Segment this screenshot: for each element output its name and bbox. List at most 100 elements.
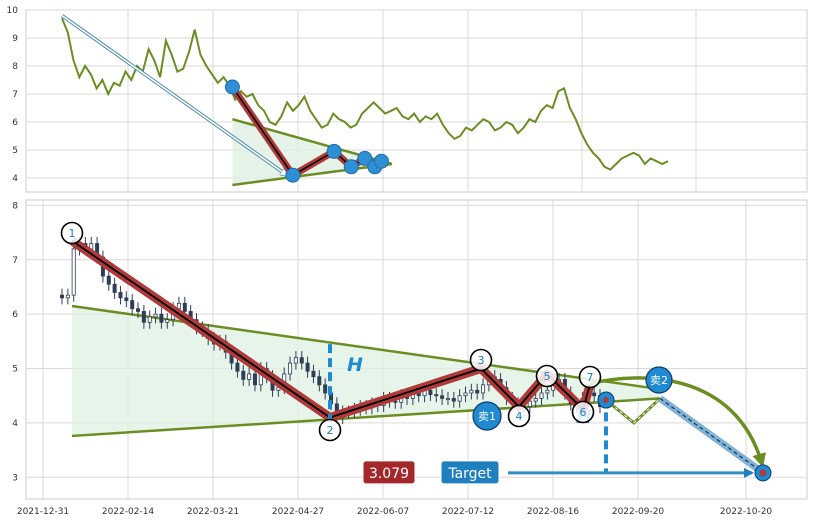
candle-body [247,373,252,380]
overview-frame [25,9,808,193]
projection-curve-arrow [589,376,766,468]
candle-body [159,313,164,323]
overview-y-tick-label: 4 [12,174,18,184]
candle-body [235,362,240,372]
detail-y-tick-label: 7 [12,256,18,266]
candle-body [136,308,141,312]
overview-pivot-dot [373,153,389,169]
candle-body [428,389,433,396]
sell-signal-label: 卖1 [478,410,496,423]
candle-body [545,389,550,394]
candle-body [153,313,158,318]
candle-body [106,275,111,285]
detail-x-tick-label: 2022-03-21 [187,507,239,517]
pivot-number: 4 [516,410,523,423]
pivot-circle [60,221,84,245]
target-end-dot-core [759,469,767,477]
detail-x-tick-label: 2022-06-07 [357,507,409,517]
overview-arrow [61,14,289,177]
detail-y-ticks: 3 4 5 6 7 8 [12,201,18,483]
sell-signal-badge [645,366,673,394]
candle-body [463,392,468,397]
overview-y-ticks: 4 5 6 7 8 9 10 [7,6,19,184]
projection-path [589,376,766,472]
breakout-dot-core [603,397,609,404]
candle-body [592,392,597,397]
h-label: H [347,354,363,376]
candle-body [451,398,456,402]
pivot-number: 1 [69,227,76,240]
detail-x-tick-label: 2021-12-31 [17,507,69,517]
candle-body [457,395,462,402]
candle-body [475,389,480,394]
pivot-circle [578,365,602,389]
candle-body [141,311,146,323]
pivot-circle [469,348,493,372]
target-value-box [362,460,416,485]
projection-down-line [659,397,759,470]
overview-y-tick-label: 8 [12,62,18,72]
pivot-number: 7 [587,371,594,384]
pivot-circle [571,400,595,424]
candle-body [241,370,246,380]
candle-body [393,400,398,403]
candle-body [527,400,532,407]
candle-body [440,395,445,399]
overview-panel: 4 5 6 7 8 9 10 [7,6,808,193]
candle-body [65,294,70,299]
target-value-text: 3.079 [369,466,409,482]
overview-pivot-dot [224,79,240,95]
overview-triangle-lower [232,162,393,187]
pivot-number: 3 [478,354,485,367]
overview-price-line [61,18,669,171]
candle-body [323,384,328,394]
candle-body [252,373,257,386]
overview-y-tick-label: 9 [12,34,18,44]
target-label-box [440,460,500,485]
detail-y-tick-label: 5 [12,365,18,375]
candle-body [434,394,439,397]
detail-x-tick-label: 2022-09-20 [612,507,665,517]
overview-y-tick-label: 7 [12,90,18,100]
detail-x-tick-label: 2022-04-27 [272,507,324,517]
pivot-circle [507,404,531,428]
overview-pivot-dot [343,159,359,175]
candle-body [118,292,123,299]
sell-signal-label: 卖2 [650,374,668,387]
target-group: 3.079 Target [362,460,772,485]
detail-x-tick-label: 2022-02-14 [102,507,155,517]
detail-y-tick-label: 6 [12,310,18,320]
overview-pivot-dot [357,150,373,166]
candle-body [165,319,170,323]
detail-triangle-lower [71,397,661,438]
detail-x-ticks: 2021-12-31 2022-02-14 2022-03-21 2022-04-27… [17,507,773,517]
candle-body [469,389,474,394]
detail-x-tick-label: 2022-08-16 [527,507,580,517]
candle-body [288,362,293,375]
candle-body [60,294,65,299]
candle-body [71,248,76,296]
candle-body [299,357,304,364]
candle-body [539,392,544,399]
candle-body [130,300,135,310]
detail-y-tick-label: 3 [12,473,18,483]
sell-signal-badge [472,401,502,431]
overview-zigzag [224,79,389,183]
projection-zigzag-inner [605,398,661,424]
candle-body [182,302,187,312]
overview-y-tick-label: 5 [12,146,18,156]
candle-body [293,357,298,364]
detail-y-tick-label: 8 [12,201,18,211]
pivot-circle [318,418,342,442]
sell-signals: 卖1 卖2 [472,366,673,431]
detail-y-tick-label: 4 [12,419,18,429]
overview-pivot-dot [326,143,342,159]
pivot-number: 6 [580,406,587,419]
pivot-circle [535,364,559,388]
target-label-text: Target [447,466,492,482]
overview-y-tick-label: 6 [12,118,18,128]
candle-body [317,376,322,386]
candle-body [147,316,152,323]
